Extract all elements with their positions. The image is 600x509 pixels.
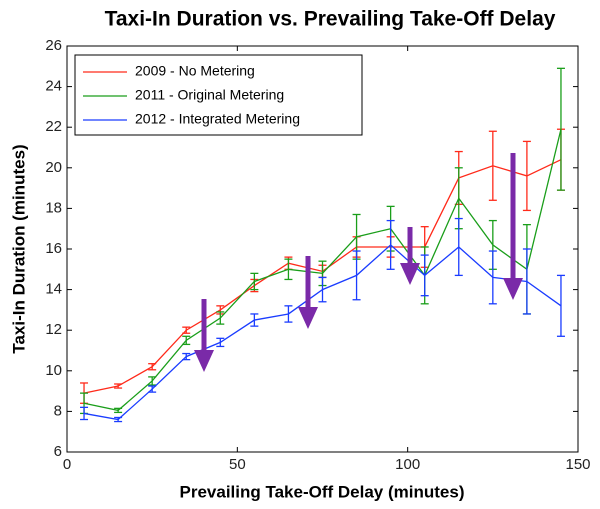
y-tick-label: 6	[54, 443, 62, 460]
error-bar	[352, 250, 361, 301]
y-tick-label: 20	[45, 159, 62, 176]
legend-label: 2011 - Original Metering	[135, 87, 284, 103]
x-tick-label: 100	[395, 456, 420, 473]
arrow-head	[503, 278, 523, 300]
x-axis-label: Prevailing Take-Off Delay (minutes)	[180, 482, 465, 501]
y-axis-label: Taxi-In Duration (minutes)	[9, 144, 28, 353]
y-tick-label: 24	[45, 78, 62, 95]
y-tick-label: 8	[54, 402, 62, 419]
x-tick-label: 0	[63, 456, 71, 473]
error-bar	[250, 272, 259, 291]
error-bar	[148, 376, 157, 386]
chart-title: Taxi-In Duration vs. Prevailing Take-Off…	[105, 8, 556, 31]
error-bar	[148, 385, 157, 393]
error-bar	[114, 407, 123, 414]
error-bar	[454, 217, 463, 277]
error-bar	[182, 326, 191, 334]
legend: 2009 - No Metering 2011 - Original Meteri…	[74, 54, 363, 136]
error-bar	[148, 363, 157, 371]
error-bar	[114, 383, 123, 389]
error-bar	[216, 337, 225, 348]
error-bar	[488, 130, 497, 201]
error-bar	[420, 254, 429, 297]
legend-label: 2012 - Integrated Metering	[135, 111, 300, 127]
legend-box	[74, 54, 363, 136]
y-tick-label: 14	[45, 281, 62, 298]
x-tick-label: 150	[565, 456, 590, 473]
y-tick-label: 26	[45, 37, 62, 54]
error-bar	[182, 352, 191, 361]
error-bar	[318, 276, 327, 303]
y-tick-label: 18	[45, 199, 62, 216]
error-bar	[114, 416, 123, 423]
y-tick-label: 16	[45, 240, 62, 257]
error-bar	[284, 305, 293, 323]
error-bar	[216, 311, 225, 325]
y-tick-label: 22	[45, 118, 62, 135]
arrow-head	[194, 350, 214, 372]
annotation-arrows	[194, 153, 523, 372]
error-bar	[488, 250, 497, 305]
error-bar	[80, 406, 89, 421]
error-bar	[522, 140, 531, 212]
error-bar	[522, 248, 531, 315]
y-tick-label: 12	[45, 321, 62, 338]
error-bar	[182, 335, 191, 346]
legend-label: 2009 - No Metering	[135, 63, 255, 79]
arrow-head	[400, 263, 420, 285]
y-tick-label: 10	[45, 362, 62, 379]
x-tick-label: 50	[229, 456, 246, 473]
error-bar	[386, 219, 395, 270]
error-bar	[556, 67, 565, 191]
error-bar	[250, 313, 259, 327]
error-bar	[556, 274, 565, 337]
arrow-head	[298, 307, 318, 329]
error-bar	[284, 258, 293, 281]
